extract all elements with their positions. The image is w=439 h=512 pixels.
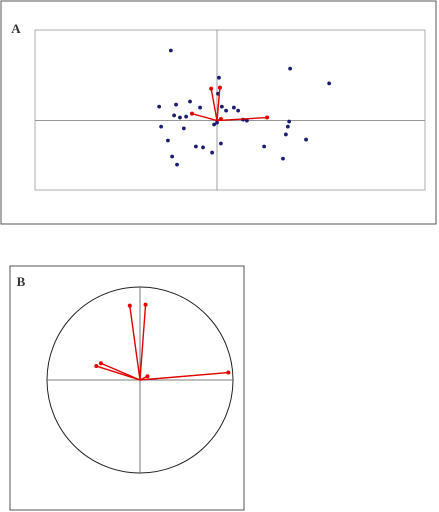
vector <box>191 112 218 122</box>
vector-tip <box>218 117 223 122</box>
point <box>198 105 203 110</box>
point <box>166 138 170 143</box>
vector <box>139 371 229 381</box>
point <box>168 48 173 53</box>
vector-tip <box>145 374 150 379</box>
point <box>285 124 290 129</box>
panel-border <box>9 265 245 511</box>
point <box>284 132 288 137</box>
point <box>159 124 164 129</box>
point <box>188 99 192 104</box>
point <box>245 118 249 123</box>
point <box>212 122 216 127</box>
vector <box>216 116 268 122</box>
point <box>262 144 267 149</box>
point <box>224 108 229 113</box>
vector <box>96 365 141 381</box>
vector-tip <box>189 111 194 116</box>
point <box>236 108 241 113</box>
vector-tip <box>127 303 132 308</box>
point <box>201 145 205 150</box>
point <box>287 119 292 124</box>
point <box>327 81 332 86</box>
vector <box>100 362 141 381</box>
vector-tip <box>226 370 231 375</box>
vector-tip <box>143 302 148 307</box>
point <box>181 126 186 131</box>
point <box>184 114 189 119</box>
point <box>281 156 285 161</box>
vector-tip <box>265 115 270 120</box>
point <box>178 115 182 120</box>
vector <box>139 304 147 381</box>
point <box>172 113 177 118</box>
point <box>174 102 178 107</box>
point <box>210 150 215 155</box>
vector <box>216 87 221 121</box>
point <box>175 162 179 167</box>
point <box>219 104 224 109</box>
panel-label: A <box>11 21 21 36</box>
vector <box>129 305 141 381</box>
vector-tip <box>209 86 214 91</box>
vector <box>210 88 218 121</box>
point <box>232 105 236 110</box>
point <box>170 154 175 159</box>
point <box>304 137 308 142</box>
point <box>215 120 219 125</box>
point <box>217 75 221 80</box>
vector-tip <box>94 364 99 369</box>
panel-label: B <box>17 274 26 289</box>
vector-tip <box>98 361 103 366</box>
vector-tip <box>217 85 222 90</box>
point <box>193 144 198 149</box>
point <box>157 104 162 109</box>
panel-border <box>0 0 437 225</box>
point <box>219 141 223 146</box>
point <box>288 66 293 71</box>
plot-frame <box>34 29 426 191</box>
